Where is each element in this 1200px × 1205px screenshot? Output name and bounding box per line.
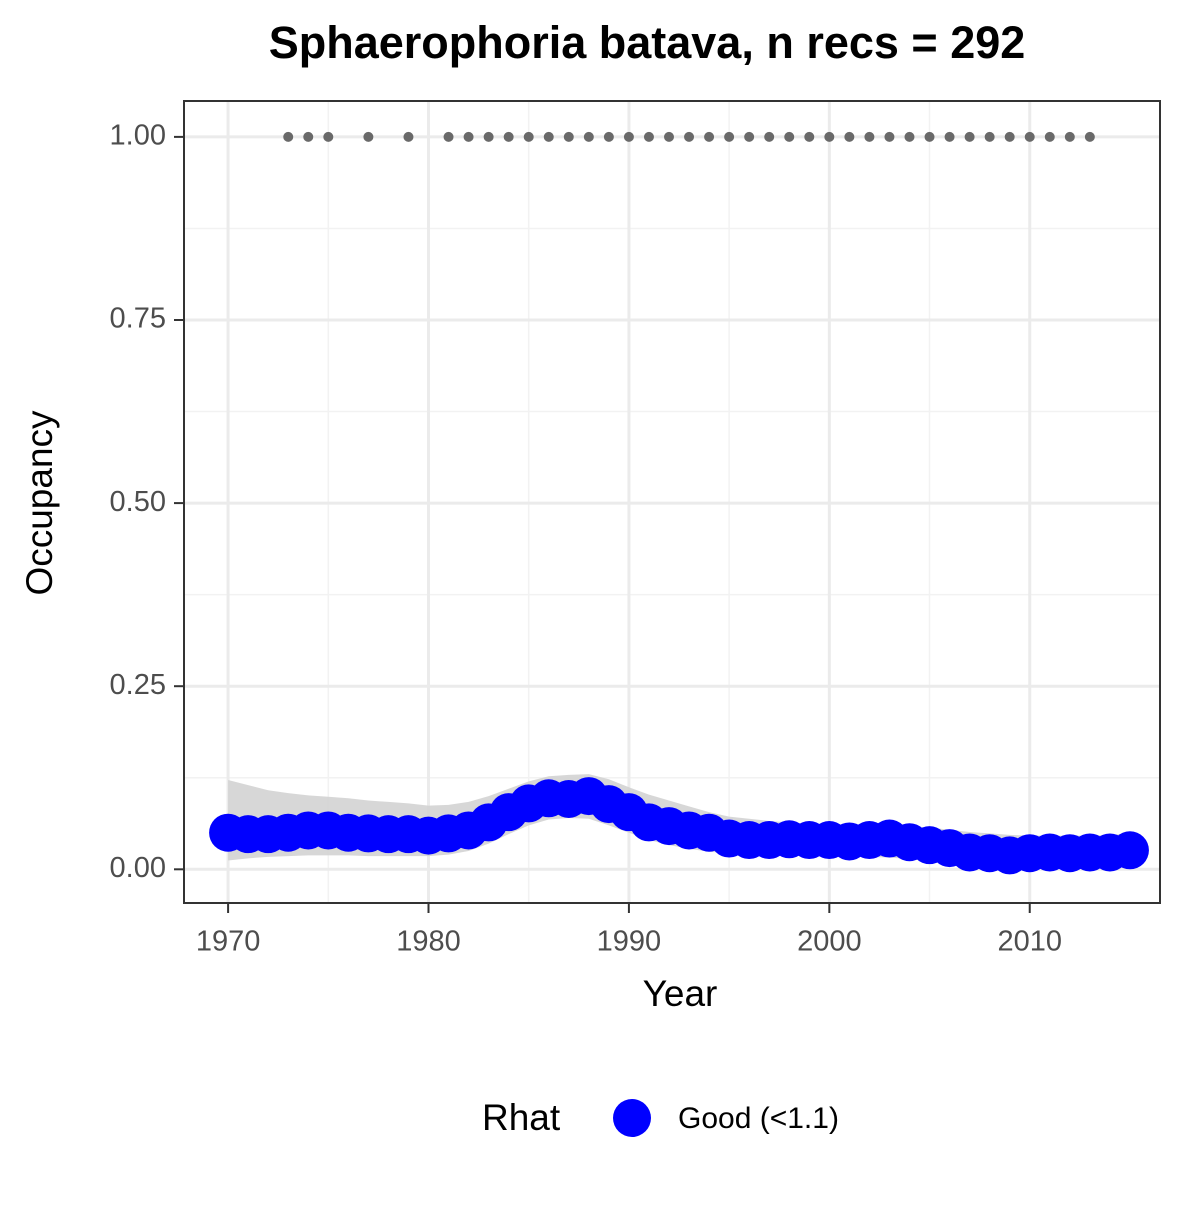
record-point bbox=[483, 131, 494, 142]
record-point bbox=[824, 131, 835, 142]
x-tick-label: 1990 bbox=[597, 926, 662, 958]
record-point bbox=[984, 131, 995, 142]
record-point bbox=[924, 131, 935, 142]
x-tick-label: 1970 bbox=[196, 926, 261, 958]
record-point bbox=[1064, 131, 1075, 142]
record-point bbox=[323, 131, 334, 142]
record-point bbox=[443, 131, 454, 142]
y-tick-label: 0.00 bbox=[110, 852, 166, 884]
y-tick-label: 0.25 bbox=[110, 669, 166, 701]
record-point bbox=[704, 131, 715, 142]
record-point bbox=[283, 131, 294, 142]
record-point bbox=[603, 131, 614, 142]
x-axis-label: Year bbox=[643, 973, 718, 1014]
record-point bbox=[884, 131, 895, 142]
record-point bbox=[684, 131, 695, 142]
record-point bbox=[663, 131, 674, 142]
record-point bbox=[804, 131, 815, 142]
record-point bbox=[964, 131, 975, 142]
record-point bbox=[563, 131, 574, 142]
record-point bbox=[1084, 131, 1095, 142]
record-point bbox=[623, 131, 634, 142]
record-point bbox=[744, 131, 755, 142]
plot-border bbox=[183, 100, 1161, 904]
chart-title: Sphaerophoria batava, n recs = 292 bbox=[269, 17, 1026, 68]
x-tick-label: 2000 bbox=[797, 926, 862, 958]
record-point bbox=[523, 131, 534, 142]
legend-title: Rhat bbox=[482, 1097, 561, 1138]
record-point bbox=[363, 131, 374, 142]
record-point bbox=[864, 131, 875, 142]
record-point bbox=[303, 131, 314, 142]
record-point bbox=[1044, 131, 1055, 142]
record-point bbox=[463, 131, 474, 142]
record-point bbox=[543, 131, 554, 142]
record-point bbox=[643, 131, 654, 142]
record-point bbox=[1004, 131, 1015, 142]
record-point bbox=[844, 131, 855, 142]
legend-swatch bbox=[613, 1099, 651, 1137]
record-point bbox=[724, 131, 735, 142]
x-tick-label: 2010 bbox=[997, 926, 1062, 958]
y-axis-label: Occupancy bbox=[19, 410, 60, 596]
record-point bbox=[403, 131, 414, 142]
y-tick-label: 0.75 bbox=[110, 303, 166, 335]
record-point bbox=[1024, 131, 1035, 142]
record-point bbox=[764, 131, 775, 142]
legend-label: Good (<1.1) bbox=[678, 1102, 839, 1135]
y-tick-label: 1.00 bbox=[110, 120, 166, 152]
record-point bbox=[784, 131, 795, 142]
occupancy-point bbox=[1110, 831, 1149, 870]
record-point bbox=[944, 131, 955, 142]
x-tick-label: 1980 bbox=[396, 926, 461, 958]
record-point bbox=[583, 131, 594, 142]
record-point bbox=[904, 131, 915, 142]
record-point bbox=[503, 131, 514, 142]
y-tick-label: 0.50 bbox=[110, 486, 166, 518]
